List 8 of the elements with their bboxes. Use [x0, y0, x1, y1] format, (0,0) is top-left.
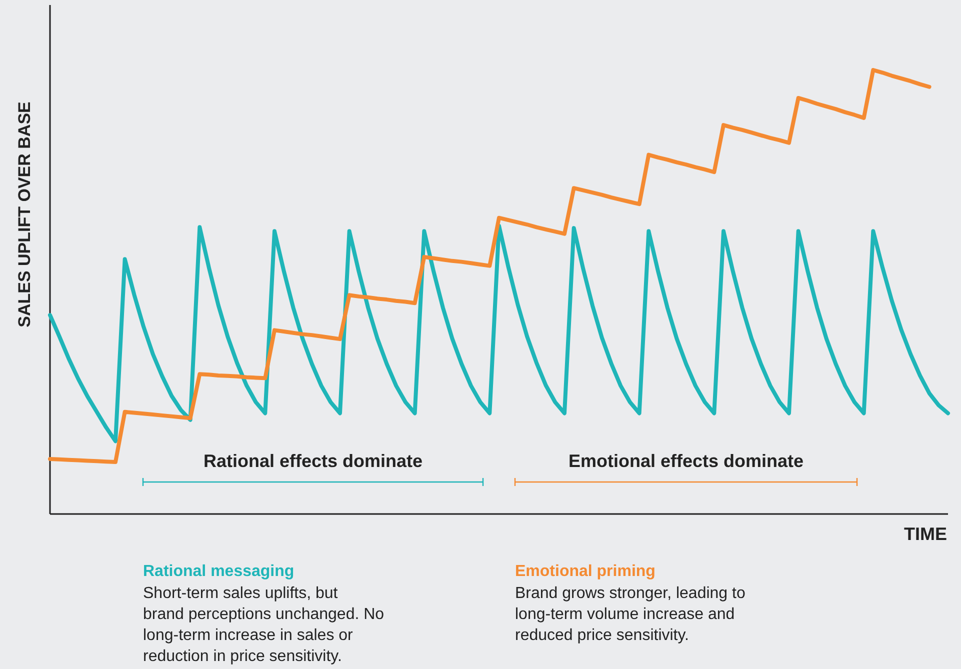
text: Brand grows stronger, leading to long-term volume increase and reduced price sensitivity. — [515, 585, 746, 644]
text: Short-term sales uplifts, but brand perceptions unchanged. No long-term increase in sales or reduction in price sensitivity. — [143, 585, 384, 665]
annotation: Emotional effects dominate — [568, 451, 804, 471]
text: Emotional priming — [515, 563, 656, 580]
y-axis-title: SALES UPLIFT OVER BASE — [15, 102, 34, 328]
text: Rational messaging — [143, 563, 294, 580]
annotation: Rational effects dominate — [203, 451, 423, 471]
x-axis-title: TIME — [904, 524, 947, 544]
